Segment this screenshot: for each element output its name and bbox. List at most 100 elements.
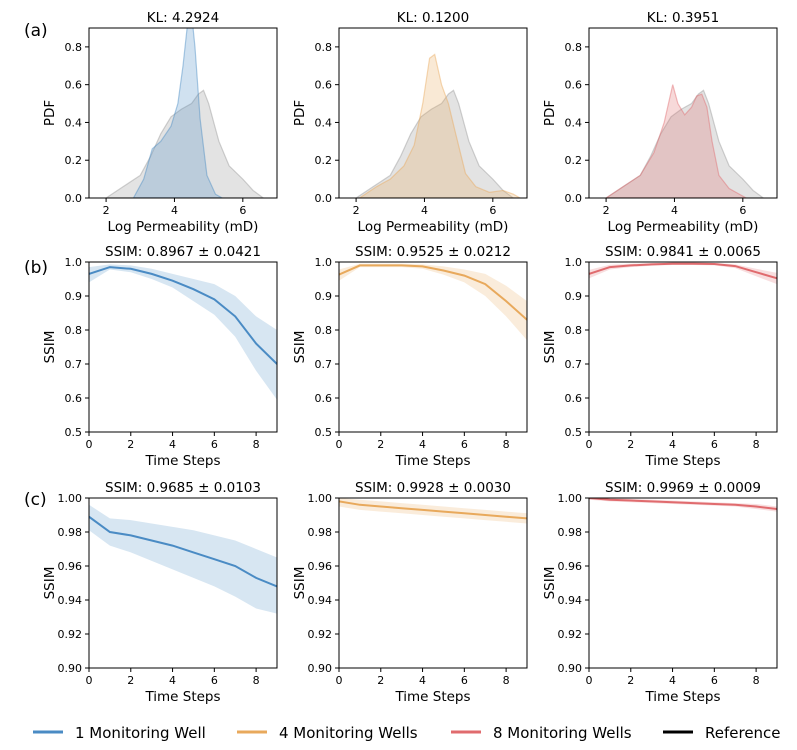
plot-area-4 (89, 264, 277, 400)
x-tick-label-7-3: 6 (211, 674, 218, 687)
y-tick-label-2-4: 0.8 (315, 41, 333, 54)
chart-panel-4: 0.5 0.6 0.7 0.8 0.9 1.0 0 2 4 6 8 SSIM: 0.8967 ± 0.… (42, 244, 278, 469)
x-tick-label-9-3: 6 (711, 674, 718, 687)
x-tick-label-8-3: 6 (461, 674, 468, 687)
y-tick-label-1-3: 0.6 (65, 79, 83, 92)
y-tick-label-5-0: 0.5 (315, 426, 333, 439)
chart-title-8: SSIM: 0.9928 ± 0.0030 (355, 480, 511, 496)
y-axis-label-8: SSIM (292, 567, 308, 600)
y-tick-label-6-5: 1.0 (565, 256, 583, 269)
y-axis-label-5: SSIM (292, 331, 308, 364)
y-tick-label-4-4: 0.9 (65, 290, 83, 303)
y-tick-label-3-1: 0.2 (565, 154, 583, 167)
y-axis-label-3: PDF (542, 100, 558, 126)
mean-line-9 (589, 498, 777, 511)
plot-area-2 (355, 53, 521, 198)
y-tick-label-7-1: 0.92 (58, 628, 83, 641)
x-tick-label-6-2: 4 (669, 438, 676, 451)
mean-line-4 (89, 266, 277, 365)
mean-line-6 (589, 262, 777, 280)
y-tick-label-4-2: 0.7 (65, 358, 83, 371)
x-tick-label-7-2: 4 (169, 674, 176, 687)
chart-title-7: SSIM: 0.9685 ± 0.0103 (105, 480, 261, 496)
chart-panel-5: 0.5 0.6 0.7 0.8 0.9 1.0 0 2 4 6 8 SSIM: 0.9525 ± 0.… (292, 244, 528, 469)
x-tick-label-7-0: 0 (86, 674, 93, 687)
axes-frame-6 (588, 261, 778, 433)
chart-title-3: KL: 0.3951 (647, 10, 719, 26)
x-tick-label-2-0: 2 (353, 204, 360, 217)
confidence-band-7 (89, 504, 277, 614)
x-tick-label-4-0: 0 (86, 438, 93, 451)
y-tick-label-4-5: 1.0 (65, 256, 83, 269)
y-tick-label-3-3: 0.6 (565, 79, 583, 92)
y-tick-label-4-1: 0.6 (65, 392, 83, 405)
y-tick-label-8-5: 1.00 (308, 492, 333, 505)
x-axis-label-3: Log Permeability (mD) (608, 219, 759, 235)
y-tick-label-2-0: 0.0 (315, 192, 333, 205)
y-tick-label-7-2: 0.94 (58, 594, 83, 607)
chart-panel-2: 0.0 0.2 0.4 0.6 0.8 2 4 6 KL: 0.1200 Log Permeabi… (292, 10, 528, 235)
y-tick-label-9-4: 0.98 (558, 526, 583, 539)
x-axis-label-9: Time Steps (644, 689, 720, 705)
y-axis-label-7: SSIM (42, 567, 58, 600)
density-estimate-3 (605, 84, 747, 198)
y-tick-label-1-1: 0.2 (65, 154, 83, 167)
x-axis-label-5: Time Steps (394, 453, 470, 469)
plot-area-7 (89, 504, 277, 614)
x-tick-label-5-0: 0 (336, 438, 343, 451)
legend-item-4: Reference (663, 724, 781, 742)
chart-title-5: SSIM: 0.9525 ± 0.0212 (355, 244, 511, 260)
x-tick-label-8-4: 8 (503, 674, 510, 687)
x-tick-label-4-3: 6 (211, 438, 218, 451)
y-tick-label-5-5: 1.0 (315, 256, 333, 269)
y-tick-label-7-3: 0.96 (58, 560, 83, 573)
axes-frame-4 (88, 261, 278, 433)
plot-area-6 (589, 262, 777, 285)
row-label-c: (c) (24, 490, 47, 510)
x-tick-label-8-0: 0 (336, 674, 343, 687)
x-axis-label-8: Time Steps (394, 689, 470, 705)
y-tick-label-5-3: 0.8 (315, 324, 333, 337)
row-label-a: (a) (24, 21, 48, 41)
y-tick-label-8-0: 0.90 (308, 662, 333, 675)
axes-frame-1 (88, 27, 278, 199)
chart-title-4: SSIM: 0.8967 ± 0.0421 (105, 244, 261, 260)
plot-area-8 (339, 498, 527, 524)
y-axis-label-1: PDF (42, 100, 58, 126)
chart-panel-8: 0.90 0.92 0.94 0.96 0.98 1.00 0 2 4 6 8 SSIM: 0.992… (292, 480, 528, 705)
x-tick-label-9-1: 2 (627, 674, 634, 687)
y-tick-label-7-0: 0.90 (58, 662, 83, 675)
x-axis-label-1: Log Permeability (mD) (108, 219, 259, 235)
x-tick-label-2-1: 4 (421, 204, 428, 217)
y-axis-label-4: SSIM (42, 331, 58, 364)
y-tick-label-8-2: 0.94 (308, 594, 333, 607)
y-tick-label-3-0: 0.0 (565, 192, 583, 205)
x-tick-label-7-1: 2 (127, 674, 134, 687)
y-tick-label-3-4: 0.8 (565, 41, 583, 54)
y-tick-label-1-0: 0.0 (65, 192, 83, 205)
x-tick-label-3-0: 2 (603, 204, 610, 217)
x-tick-label-5-2: 4 (419, 438, 426, 451)
legend-item-3: 8 Monitoring Wells (451, 724, 632, 742)
plot-area-3 (605, 84, 765, 198)
x-tick-label-9-2: 4 (669, 674, 676, 687)
chart-panel-1: 0.0 0.2 0.4 0.6 0.8 2 4 6 KL: 4.2924 Log Permeabi… (42, 10, 278, 235)
y-tick-label-9-0: 0.90 (558, 662, 583, 675)
x-axis-label-4: Time Steps (144, 453, 220, 469)
density-estimate-2 (358, 53, 521, 198)
y-tick-label-5-4: 0.9 (315, 290, 333, 303)
x-tick-label-6-1: 2 (627, 438, 634, 451)
y-axis-label-9: SSIM (542, 567, 558, 600)
x-tick-label-5-1: 2 (377, 438, 384, 451)
x-tick-label-9-4: 8 (753, 674, 760, 687)
y-tick-label-1-2: 0.4 (65, 116, 83, 129)
x-tick-label-4-2: 4 (169, 438, 176, 451)
x-axis-label-2: Log Permeability (mD) (358, 219, 509, 235)
y-tick-label-6-0: 0.5 (565, 426, 583, 439)
chart-panel-9: 0.90 0.92 0.94 0.96 0.98 1.00 0 2 4 6 8 SSIM: 0.996… (542, 480, 778, 705)
mean-line-5 (339, 264, 527, 321)
panels: 0.0 0.2 0.4 0.6 0.8 2 4 6 KL: 4.2924 Log Permeabi… (42, 10, 778, 705)
x-axis-label-7: Time Steps (144, 689, 220, 705)
x-tick-label-3-1: 4 (671, 204, 678, 217)
y-tick-label-6-2: 0.7 (565, 358, 583, 371)
